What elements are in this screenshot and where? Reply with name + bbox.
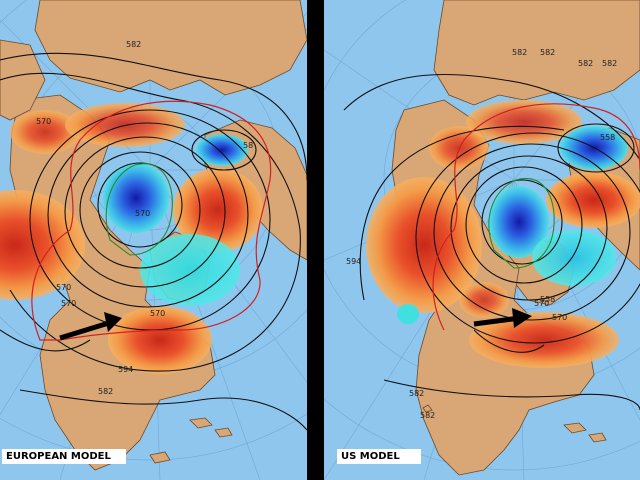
- height-contours: [0, 52, 307, 431]
- contour-label: 582: [126, 40, 141, 49]
- us-model-label: US MODEL: [337, 449, 421, 464]
- contour-label: 582: [409, 389, 424, 398]
- warm-anomaly-east: [546, 172, 640, 228]
- contour-label: 582: [540, 48, 555, 57]
- warm-anomaly-southeast: [108, 306, 212, 374]
- contour-label: 570: [534, 299, 549, 308]
- red-contour: [31, 100, 272, 341]
- us-model-map: 582 582 582 582 558 594 570 570 558 582 …: [324, 0, 640, 480]
- flow-arrow: [473, 308, 532, 328]
- contour-label: 570: [56, 283, 71, 292]
- contour-label: 594: [118, 365, 133, 374]
- contour-label: 582: [602, 59, 617, 68]
- european-model-map: 582 570 570 570 570 570 582 594 58: [0, 0, 307, 480]
- contour-label: 582: [578, 59, 593, 68]
- contour-label: 558: [600, 133, 615, 142]
- contour-label: 570: [150, 309, 165, 318]
- contour-label: 582: [98, 387, 113, 396]
- warm-anomaly-north-left: [10, 110, 80, 154]
- contour-label: 582: [512, 48, 527, 57]
- contour-label: 570: [552, 313, 567, 322]
- contour-label: 582: [420, 411, 435, 420]
- cold-anomaly-south: [140, 234, 240, 306]
- warm-anomaly-east: [173, 168, 263, 252]
- contour-label: 570: [61, 299, 76, 308]
- warm-anomaly-west: [0, 190, 85, 300]
- european-model-label: EUROPEAN MODEL: [2, 449, 126, 464]
- warm-anomaly-south: [459, 282, 509, 318]
- cold-anomaly-spot: [397, 304, 419, 324]
- flow-arrow: [59, 312, 122, 341]
- warm-anomaly-north: [466, 100, 582, 144]
- cold-anomaly-south: [532, 230, 616, 286]
- warm-anomaly-southeast: [469, 312, 619, 368]
- cold-anomaly-center: [103, 163, 169, 233]
- green-contour: [488, 177, 555, 269]
- contour-label: 58: [243, 141, 253, 150]
- green-contour: [105, 163, 173, 256]
- height-contours: [343, 73, 640, 411]
- contour-label: 558: [540, 295, 555, 304]
- cold-anomaly-center: [489, 186, 549, 258]
- contour-label: 594: [346, 257, 361, 266]
- contour-label: 570: [36, 117, 51, 126]
- contour-label: 570: [135, 209, 150, 218]
- panel-divider: [307, 0, 324, 480]
- red-contour: [432, 103, 640, 331]
